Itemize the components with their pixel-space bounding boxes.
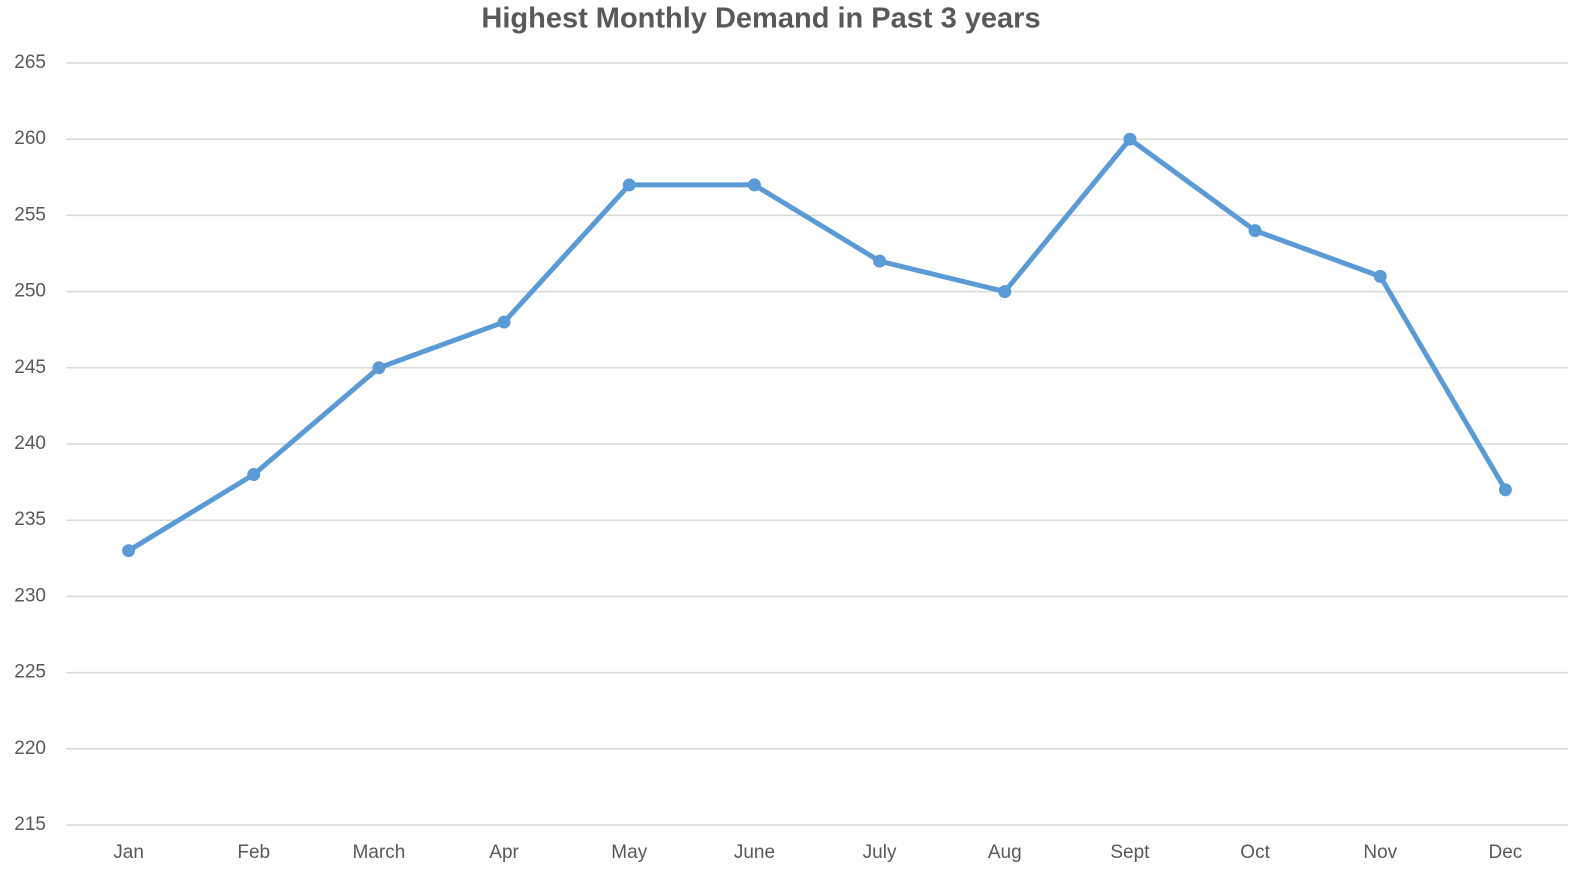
x-tick-label: Sept: [1110, 842, 1150, 863]
y-tick-label: 215: [14, 814, 46, 835]
chart-title: Highest Monthly Demand in Past 3 years: [481, 3, 1040, 35]
data-point: [1498, 483, 1512, 497]
x-tick-label: Nov: [1363, 842, 1397, 863]
y-tick-label: 235: [14, 509, 46, 530]
data-point: [1373, 269, 1387, 283]
y-tick-label: 225: [14, 662, 46, 683]
data-point: [372, 361, 386, 375]
x-tick-label: Apr: [489, 842, 519, 863]
x-tick-label: May: [611, 842, 647, 863]
data-point: [1123, 132, 1137, 146]
x-tick-label: Feb: [237, 842, 270, 863]
x-tick-label: March: [353, 842, 406, 863]
data-point: [622, 178, 636, 192]
x-tick-label: Dec: [1489, 842, 1523, 863]
data-point: [122, 544, 136, 558]
data-point: [873, 254, 887, 268]
y-tick-label: 230: [14, 585, 46, 606]
data-point: [998, 285, 1012, 299]
data-line: [127, 136, 1508, 553]
y-tick-label: 245: [14, 357, 46, 378]
y-tick-label: 220: [14, 738, 46, 759]
x-tick-label: Jan: [113, 842, 144, 863]
y-tick-label: 240: [14, 433, 46, 454]
x-tick-label: Oct: [1240, 842, 1270, 863]
y-tick-label: 265: [14, 52, 46, 73]
data-point: [247, 467, 261, 481]
y-tick-label: 250: [14, 281, 46, 302]
data-point: [747, 178, 761, 192]
x-tick-label: June: [734, 842, 775, 863]
x-tick-label: July: [863, 842, 897, 863]
data-point: [1248, 224, 1262, 238]
y-tick-label: 255: [14, 204, 46, 225]
data-point: [497, 315, 511, 329]
y-tick-label: 260: [14, 128, 46, 149]
x-tick-label: Aug: [988, 842, 1022, 863]
